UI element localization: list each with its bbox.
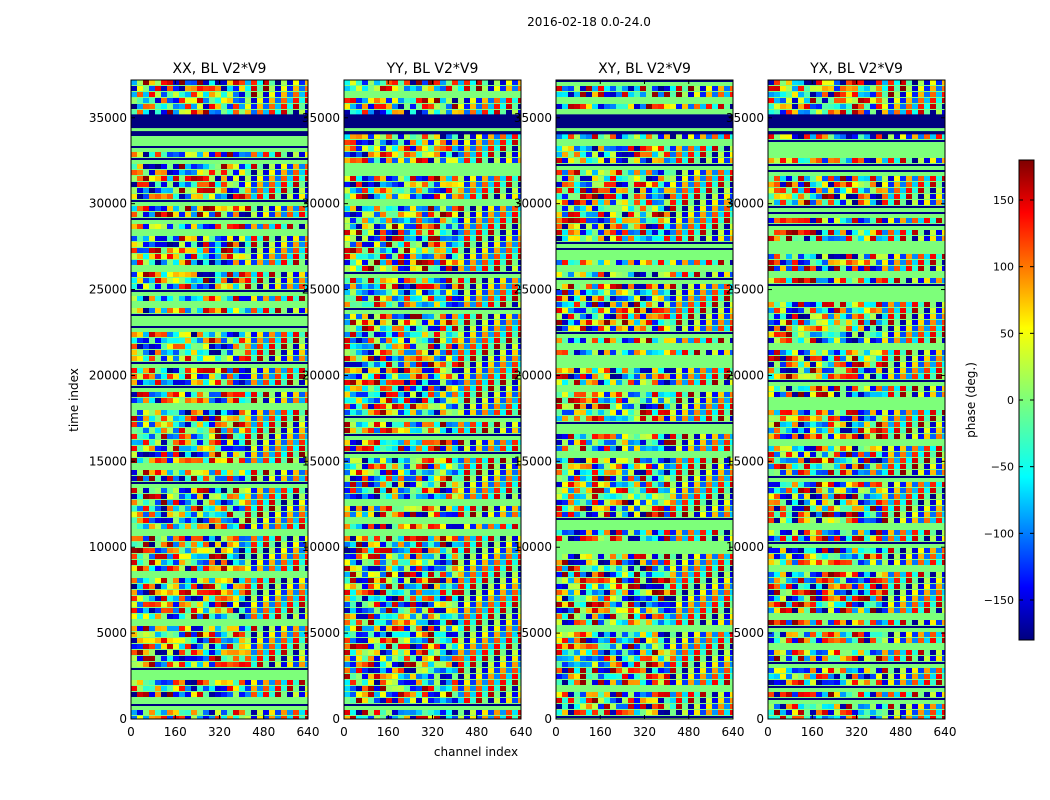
x-tick-label: 0 <box>764 725 772 739</box>
x-tick-label: 480 <box>252 725 275 739</box>
colorbar-tick-label: 50 <box>1000 327 1014 340</box>
y-tick-label: 35000 <box>302 111 340 125</box>
panel-yy: YY, BL V2*V9 0 160 320 480 640 0 5000 10000 15000… <box>302 61 533 739</box>
y-tick-label: 10000 <box>89 540 127 554</box>
panel-xx: XX, BL V2*V9 0 160 320 480 640 0 5000 10000 15000… <box>89 61 320 739</box>
x-tick-label: 640 <box>297 725 320 739</box>
y-tick-label: 35000 <box>726 111 764 125</box>
y-tick-label: 20000 <box>514 368 552 382</box>
heatmap-image <box>556 80 733 719</box>
y-tick-label: 25000 <box>302 283 340 297</box>
x-tick-label: 160 <box>164 725 187 739</box>
figure-title: 2016-02-18 0.0-24.0 <box>527 15 651 29</box>
panel-title: XX, BL V2*V9 <box>173 61 267 77</box>
y-tick-label: 15000 <box>726 454 764 468</box>
colorbar-tick-label: −100 <box>984 527 1014 540</box>
y-tick-label: 10000 <box>302 540 340 554</box>
x-tick-label: 640 <box>722 725 745 739</box>
x-tick-label: 480 <box>677 725 700 739</box>
colorbar-tick-label: 0 <box>1007 394 1014 407</box>
heatmap-image <box>344 80 521 719</box>
x-tick-label: 160 <box>801 725 824 739</box>
y-tick-label: 10000 <box>726 540 764 554</box>
y-tick-label: 15000 <box>302 454 340 468</box>
y-axis-label: time index <box>67 368 81 432</box>
panels: XX, BL V2*V9 0 160 320 480 640 0 5000 10000 15000… <box>89 61 957 739</box>
y-tick-label: 0 <box>332 712 340 726</box>
y-tick-label: 15000 <box>514 454 552 468</box>
y-tick-label: 20000 <box>302 368 340 382</box>
heatmap-image <box>768 80 945 719</box>
x-tick-label: 0 <box>340 725 348 739</box>
panel-title: YX, BL V2*V9 <box>809 61 903 77</box>
colorbar-tick-label: −150 <box>984 594 1014 607</box>
panel-xy: XY, BL V2*V9 0 160 320 480 640 0 5000 10000 15000… <box>514 61 745 739</box>
y-tick-label: 5000 <box>96 626 127 640</box>
y-tick-label: 0 <box>544 712 552 726</box>
colorbar: −150 −100 −50 0 50 100 150 phase (deg.) <box>964 159 1035 641</box>
colorbar-tick-label: 100 <box>993 261 1014 274</box>
y-tick-label: 25000 <box>89 283 127 297</box>
x-tick-label: 640 <box>510 725 533 739</box>
y-tick-label: 25000 <box>726 283 764 297</box>
y-tick-label: 25000 <box>514 283 552 297</box>
y-tick-label: 30000 <box>302 197 340 211</box>
y-tick-label: 10000 <box>514 540 552 554</box>
y-tick-label: 20000 <box>726 368 764 382</box>
panel-title: XY, BL V2*V9 <box>598 61 691 77</box>
x-tick-label: 0 <box>552 725 560 739</box>
heatmap-image <box>131 80 308 719</box>
y-tick-label: 15000 <box>89 454 127 468</box>
y-tick-label: 5000 <box>309 626 340 640</box>
colorbar-tick-label: −50 <box>991 461 1014 474</box>
y-tick-label: 30000 <box>726 197 764 211</box>
colorbar-label: phase (deg.) <box>964 362 978 438</box>
x-tick-label: 480 <box>889 725 912 739</box>
x-tick-label: 320 <box>633 725 656 739</box>
colorbar-ticks: −150 −100 −50 0 50 100 150 <box>984 194 1034 607</box>
x-tick-label: 480 <box>465 725 488 739</box>
x-tick-label: 640 <box>934 725 957 739</box>
colorbar-tick-label: 150 <box>993 194 1014 207</box>
x-tick-label: 320 <box>208 725 231 739</box>
x-tick-label: 0 <box>127 725 135 739</box>
y-tick-label: 0 <box>119 712 127 726</box>
y-tick-label: 35000 <box>89 111 127 125</box>
y-tick-label: 0 <box>756 712 764 726</box>
y-tick-label: 35000 <box>514 111 552 125</box>
x-axis-label: channel index <box>434 745 518 759</box>
y-tick-label: 30000 <box>89 197 127 211</box>
y-tick-label: 5000 <box>521 626 552 640</box>
panel-title: YY, BL V2*V9 <box>386 61 479 77</box>
y-tick-label: 30000 <box>514 197 552 211</box>
x-tick-label: 160 <box>589 725 612 739</box>
x-tick-label: 320 <box>845 725 868 739</box>
panel-yx: YX, BL V2*V9 0 160 320 480 640 0 5000 10000 15000… <box>726 61 957 739</box>
y-tick-label: 20000 <box>89 368 127 382</box>
y-tick-label: 5000 <box>733 626 764 640</box>
x-tick-label: 160 <box>377 725 400 739</box>
x-tick-label: 320 <box>421 725 444 739</box>
